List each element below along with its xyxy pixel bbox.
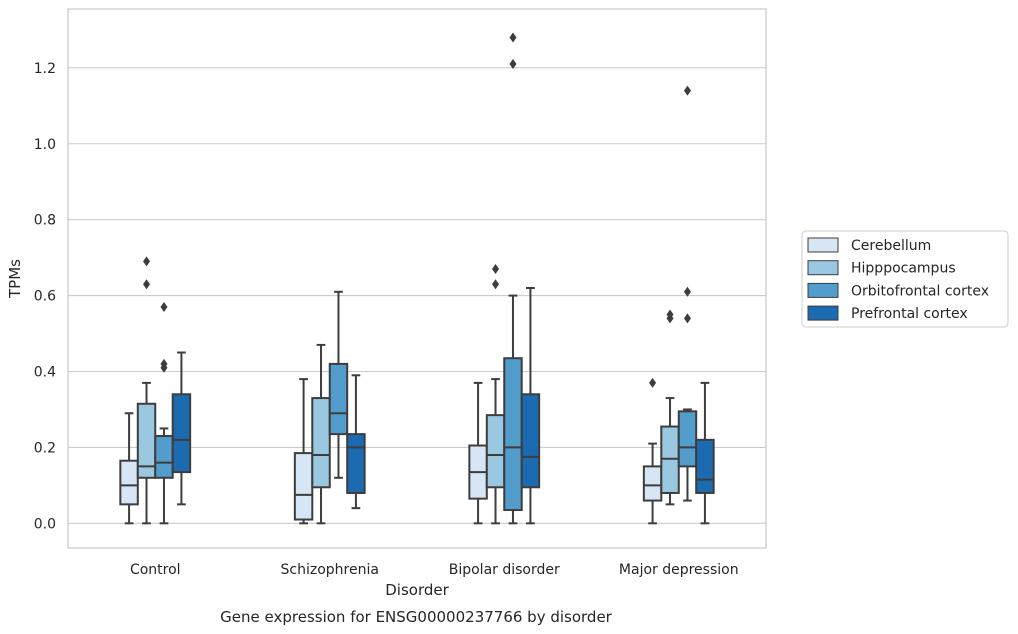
chart-title: Gene expression for ENSG00000237766 by d… [220,608,613,626]
legend-label: Cerebellum [851,238,931,254]
outlier-point [143,279,151,290]
legend-swatch [807,305,839,321]
box-hipppocampus-bipolar-disorder [485,264,506,525]
legend-label: Hipppocampus [851,261,956,277]
y-tick-labels: 0.0 0.2 0.4 0.6 0.8 1.0 1.2 [34,61,56,532]
y-tick-label: 0.4 [34,364,56,380]
box-body [503,357,523,512]
x-tick-label: Bipolar disorder [449,562,560,578]
box-cerebellum-bipolar-disorder [468,381,488,525]
legend-label: Orbitofrontal cortex [851,283,989,299]
outlier-point [683,286,691,297]
box-orbitofrontal-cortex-schizophrenia [328,290,349,479]
box-body [485,414,506,489]
box-cerebellum-major-depression [642,377,663,525]
outlier-point [509,32,517,43]
outlier-point [683,313,691,324]
outlier-point [160,358,168,369]
box-body [328,362,349,436]
legend-entry: Orbitofrontal cortex [807,282,989,299]
x-tick-label: Major depression [619,562,739,578]
x-tick-label: Control [130,562,181,578]
outlier-point [492,279,500,290]
legend-swatch [807,237,839,253]
box-body [154,435,174,479]
outlier-point [143,256,151,267]
box-orbitofrontal-cortex-bipolar-disorder [503,32,523,525]
outlier-point [649,377,657,388]
legend-entry: Prefrontal cortex [807,305,968,322]
box-prefrontal-cortex-schizophrenia [346,374,366,510]
box-body [677,410,698,468]
y-axis-label: TPMs [6,259,24,299]
box-orbitofrontal-cortex-major-depression [677,85,698,502]
legend-entry: Cerebellum [807,237,931,254]
legend: Cerebellum Hipppocampus Orbitofrontal cort… [801,230,1009,328]
outlier-point [492,264,500,275]
box-body [119,459,139,506]
y-tick-label: 0.2 [34,440,56,456]
legend-entry: Hipppocampus [807,260,956,277]
box-body [311,397,331,489]
y-tick-label: 1.0 [34,137,56,153]
outlier-point [683,85,691,96]
box-body [642,465,663,502]
legend-swatch [807,282,839,298]
box-prefrontal-cortex-control [171,351,192,506]
outlier-point [666,309,674,320]
box-body [346,433,366,494]
y-tick-label: 0.6 [34,289,56,305]
outlier-point [509,59,517,70]
y-tick-label: 0.8 [34,213,56,229]
box-prefrontal-cortex-major-depression [695,381,715,525]
box-hipppocampus-major-depression [660,309,680,506]
box-body [293,452,314,521]
box-prefrontal-cortex-bipolar-disorder [520,286,541,525]
box-orbitofrontal-cortex-control [154,301,174,525]
plot-frame [67,8,767,549]
box-body [171,393,192,474]
x-tick-label: Schizophrenia [281,562,379,578]
legend-label: Prefrontal cortex [851,306,968,322]
x-tick-labels: Control Schizophrenia Bipolar disorder Majo… [130,562,739,578]
box-body [520,393,541,489]
y-tick-label: 0.0 [34,516,56,532]
legend-swatch [807,260,839,276]
box-cerebellum-schizophrenia [293,378,314,525]
box-layer [119,32,715,525]
box-body [695,438,715,494]
x-axis-label: Disorder [385,581,449,599]
outlier-point [160,301,168,312]
box-cerebellum-control [119,412,139,525]
box-hipppocampus-control [136,256,157,525]
legend-frame [801,230,1009,328]
y-tick-label: 1.2 [34,61,56,77]
box-hipppocampus-schizophrenia [311,343,331,525]
